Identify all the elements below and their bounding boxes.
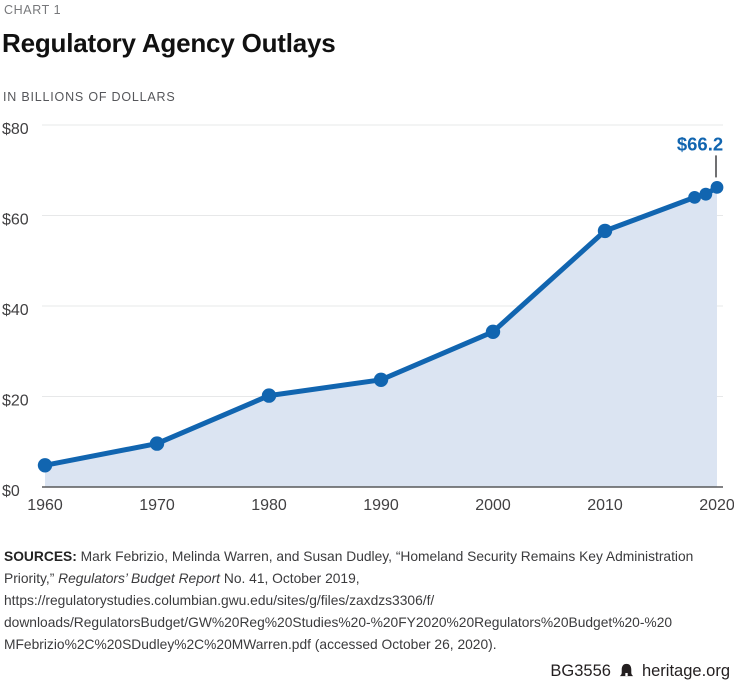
- x-tick-label: 2000: [475, 497, 511, 514]
- sources-note: SOURCES: Mark Febrizio, Melinda Warren, …: [4, 546, 730, 656]
- area-fill: [45, 187, 717, 487]
- data-point: [37, 458, 53, 473]
- data-point: [688, 191, 701, 204]
- y-tick-label: $80: [2, 121, 29, 138]
- y-tick-label: $40: [2, 302, 29, 319]
- x-tick-label: 1960: [27, 497, 63, 514]
- chart-units-label: IN BILLIONS OF DOLLARS: [3, 90, 176, 104]
- liberty-bell-icon: [619, 663, 634, 677]
- data-point: [261, 388, 277, 403]
- sources-text-pre: Mark Febrizio, Melinda Warren, and Susan…: [4, 549, 694, 586]
- site-domain: heritage.org: [641, 662, 730, 680]
- x-tick-label: 1990: [363, 497, 399, 514]
- data-point: [597, 223, 613, 239]
- sources-label: SOURCES:: [4, 549, 77, 564]
- x-tick-label: 1980: [251, 497, 287, 514]
- data-point: [710, 181, 724, 194]
- chart-kicker: CHART 1: [4, 3, 62, 17]
- data-point: [149, 436, 165, 451]
- y-tick-label: $60: [2, 212, 29, 229]
- page-title: Regulatory Agency Outlays: [2, 28, 336, 58]
- chart-area: $0 $20 $40 $60 $80 1960 1970 1980 1990 2000 2010 20…: [0, 110, 734, 522]
- source-publication-title: Regulators’ Budget Report: [58, 571, 221, 586]
- line-chart-svg: $0 $20 $40 $60 $80 1960 1970 1980 1990 2000 2010 20…: [2, 121, 734, 514]
- y-tick-label: $20: [2, 393, 29, 410]
- data-point: [485, 324, 501, 339]
- x-tick-label: 2020: [699, 497, 734, 514]
- y-tick-label: $0: [2, 483, 20, 500]
- footer: BG3556 heritage.org: [550, 662, 730, 681]
- x-tick-label: 2010: [587, 497, 623, 514]
- annotation-label: $66.2: [677, 133, 723, 154]
- data-point: [373, 372, 389, 387]
- data-point: [699, 187, 713, 201]
- sources-text-post: No. 41, October 2019, https://regulatory…: [4, 571, 673, 652]
- x-tick-label: 1970: [139, 497, 175, 514]
- report-id: BG3556: [550, 662, 611, 680]
